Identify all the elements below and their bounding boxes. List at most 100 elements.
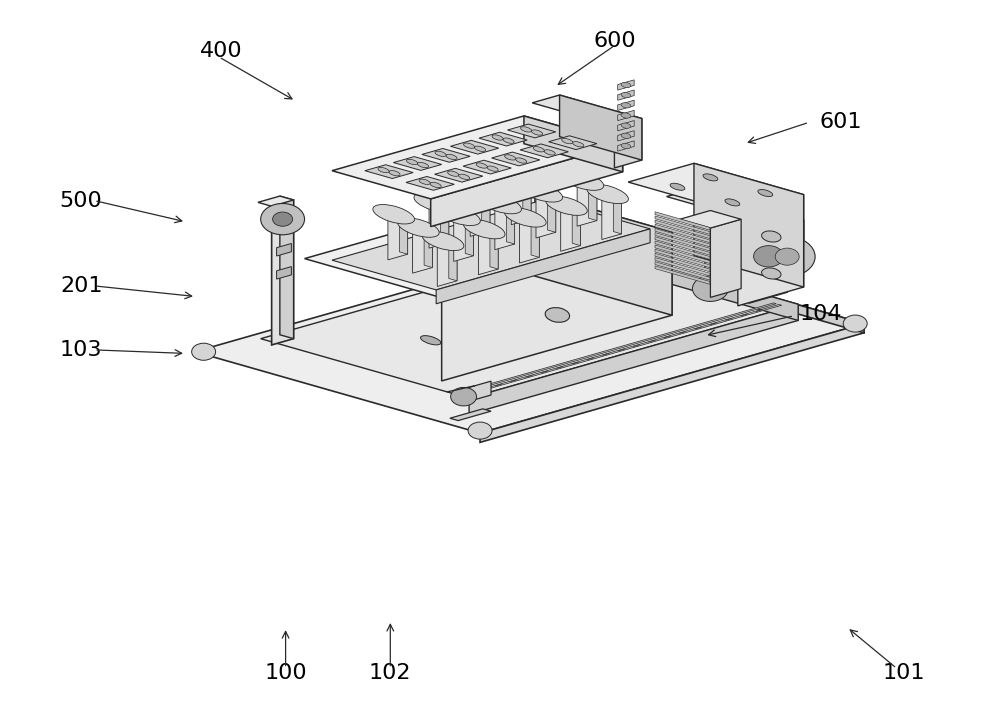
Polygon shape	[478, 228, 498, 275]
Ellipse shape	[758, 189, 773, 196]
Polygon shape	[280, 196, 294, 338]
Polygon shape	[618, 121, 634, 131]
Polygon shape	[507, 124, 556, 138]
Polygon shape	[749, 209, 787, 303]
Polygon shape	[435, 169, 483, 182]
Polygon shape	[618, 100, 634, 111]
Ellipse shape	[621, 82, 631, 88]
Ellipse shape	[406, 159, 418, 165]
Circle shape	[775, 248, 799, 265]
Circle shape	[192, 343, 216, 361]
Ellipse shape	[516, 158, 527, 164]
Polygon shape	[655, 249, 710, 268]
Polygon shape	[773, 220, 804, 270]
Polygon shape	[618, 111, 634, 121]
Polygon shape	[602, 192, 622, 239]
Circle shape	[468, 422, 492, 439]
Circle shape	[692, 276, 728, 301]
Polygon shape	[454, 214, 473, 261]
Polygon shape	[450, 409, 491, 421]
Polygon shape	[710, 219, 741, 297]
Ellipse shape	[505, 155, 516, 160]
Polygon shape	[437, 239, 457, 286]
Polygon shape	[655, 245, 710, 263]
Ellipse shape	[487, 166, 498, 171]
Polygon shape	[406, 176, 454, 190]
Ellipse shape	[446, 154, 457, 159]
Ellipse shape	[521, 127, 532, 132]
Text: 102: 102	[369, 663, 412, 683]
Polygon shape	[655, 228, 710, 247]
Polygon shape	[628, 164, 804, 213]
Polygon shape	[465, 212, 473, 256]
Polygon shape	[388, 213, 408, 260]
Polygon shape	[655, 253, 710, 272]
Circle shape	[843, 315, 867, 332]
Polygon shape	[436, 229, 650, 303]
Polygon shape	[393, 156, 442, 171]
Polygon shape	[458, 381, 491, 404]
Ellipse shape	[521, 183, 563, 202]
Text: 600: 600	[593, 31, 636, 51]
Ellipse shape	[573, 141, 584, 147]
Text: 103: 103	[60, 340, 102, 360]
Ellipse shape	[562, 171, 604, 191]
Polygon shape	[424, 223, 432, 268]
Circle shape	[451, 388, 477, 406]
Polygon shape	[492, 152, 540, 166]
Text: 400: 400	[199, 41, 242, 61]
Ellipse shape	[476, 163, 487, 169]
Ellipse shape	[463, 219, 505, 238]
Polygon shape	[532, 95, 642, 126]
Circle shape	[754, 246, 784, 267]
Ellipse shape	[587, 184, 628, 203]
Ellipse shape	[492, 135, 503, 140]
Ellipse shape	[503, 138, 514, 144]
Polygon shape	[614, 119, 642, 168]
Ellipse shape	[621, 93, 631, 98]
Ellipse shape	[525, 303, 545, 313]
Polygon shape	[422, 149, 470, 162]
Ellipse shape	[670, 183, 685, 191]
Polygon shape	[441, 198, 449, 243]
Polygon shape	[332, 116, 623, 199]
Polygon shape	[655, 220, 710, 238]
Circle shape	[567, 236, 591, 253]
Ellipse shape	[373, 204, 415, 224]
Polygon shape	[618, 131, 634, 141]
Polygon shape	[618, 90, 634, 100]
Polygon shape	[655, 258, 710, 276]
Ellipse shape	[621, 123, 631, 129]
Polygon shape	[480, 323, 864, 443]
Polygon shape	[523, 175, 531, 219]
Polygon shape	[560, 95, 642, 160]
Ellipse shape	[762, 268, 781, 279]
Ellipse shape	[448, 171, 459, 176]
Polygon shape	[694, 164, 804, 287]
Ellipse shape	[398, 218, 439, 237]
Text: 201: 201	[60, 276, 102, 296]
Polygon shape	[655, 237, 710, 255]
Polygon shape	[524, 116, 623, 172]
Circle shape	[273, 212, 293, 226]
Ellipse shape	[455, 181, 497, 201]
Ellipse shape	[419, 179, 430, 184]
Polygon shape	[655, 241, 710, 259]
Ellipse shape	[621, 144, 631, 149]
Ellipse shape	[464, 143, 475, 149]
Polygon shape	[771, 210, 804, 261]
Polygon shape	[450, 141, 499, 154]
Ellipse shape	[480, 194, 521, 213]
Ellipse shape	[417, 162, 429, 168]
Polygon shape	[277, 243, 291, 256]
Polygon shape	[477, 303, 776, 388]
Ellipse shape	[504, 208, 546, 227]
Text: 104: 104	[799, 304, 842, 324]
Ellipse shape	[439, 206, 480, 226]
Polygon shape	[655, 224, 710, 243]
Polygon shape	[561, 204, 580, 251]
Text: 500: 500	[60, 191, 103, 211]
Polygon shape	[655, 266, 710, 284]
Polygon shape	[618, 80, 634, 90]
Ellipse shape	[546, 196, 587, 216]
